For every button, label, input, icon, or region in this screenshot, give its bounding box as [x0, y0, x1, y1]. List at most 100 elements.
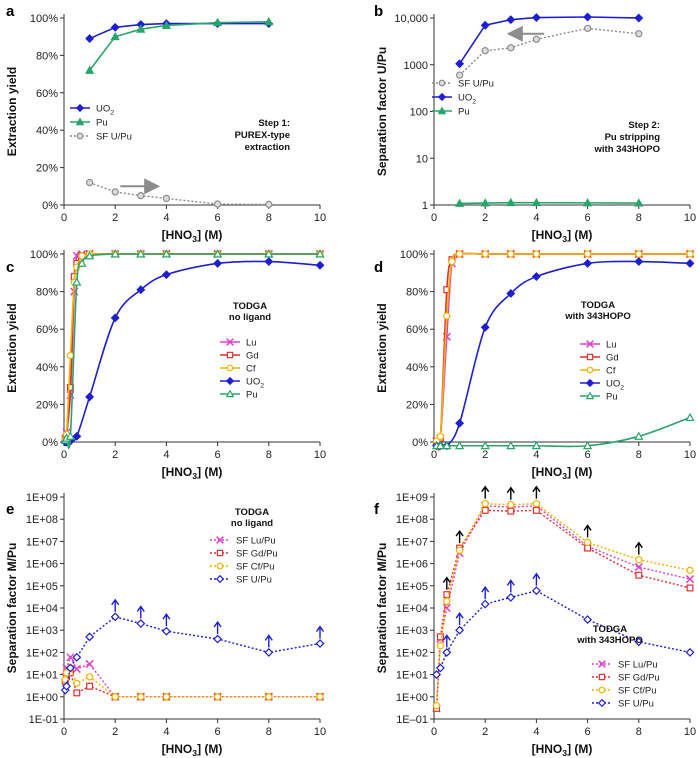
x-tick-label: 8 [266, 449, 272, 461]
x-axis-label: [HNO3] (M) [162, 742, 223, 758]
data-point [533, 273, 540, 280]
y-tick-label: 20% [36, 163, 58, 175]
x-axis-label: [HNO3] (M) [532, 228, 593, 244]
data-point [266, 201, 272, 207]
data-point [163, 628, 170, 635]
y-tick-label: 1E-01 [29, 714, 58, 726]
data-point [77, 119, 84, 125]
legend-label: SF Cf/Pu [618, 686, 657, 697]
y-tick-label: 10 [416, 153, 428, 165]
data-point [686, 649, 693, 656]
y-tick-label: 1E+05 [26, 581, 58, 593]
y-tick-label: 1 [422, 200, 428, 212]
data-point [217, 563, 223, 569]
data-point [227, 365, 233, 371]
data-point [163, 195, 169, 201]
data-point [437, 664, 444, 671]
data-point [635, 258, 642, 265]
y-tick-label: 0% [412, 437, 428, 449]
x-tick-label: 2 [112, 726, 118, 738]
y-tick-label: 20% [406, 399, 428, 411]
series-line-Gd [437, 254, 690, 451]
data-point [265, 649, 272, 656]
y-tick-label: 10,000 [394, 13, 428, 25]
legend-label: Gd [606, 353, 619, 364]
legend-label: UO2 [96, 104, 114, 117]
data-point [434, 703, 440, 709]
data-point [214, 260, 221, 267]
y-tick-label: 60% [36, 88, 58, 100]
legend-label: Lu [606, 340, 617, 351]
y-tick-label: 60% [406, 324, 428, 336]
data-point [457, 72, 463, 78]
data-point [533, 501, 539, 507]
y-tick-label: 1E–01 [396, 714, 428, 726]
data-point [533, 251, 539, 257]
panel-b: b0246810110100100010,000[HNO3] (M)Separa… [374, 3, 696, 244]
data-point [508, 45, 514, 51]
data-point [74, 690, 80, 696]
panel-c: c02468100%20%40%60%80%100%[HNO3] (M)Extr… [5, 249, 326, 481]
data-point [163, 694, 169, 700]
y-tick-label: 1E+02 [396, 647, 428, 659]
data-point [67, 352, 73, 358]
data-point [456, 420, 463, 427]
x-tick-label: 2 [112, 449, 118, 461]
x-tick-label: 4 [163, 449, 169, 461]
data-point [533, 14, 540, 21]
data-point [482, 501, 488, 507]
y-tick-label: 1E+08 [26, 514, 58, 526]
x-tick-label: 2 [482, 449, 488, 461]
x-tick-label: 10 [684, 449, 696, 461]
x-tick-label: 4 [533, 726, 539, 738]
series-line-SF Lu/Pu [65, 657, 320, 696]
data-point [508, 251, 514, 257]
data-point [86, 633, 93, 640]
data-point [584, 616, 591, 623]
y-axis-label: Extraction yield [375, 303, 389, 392]
legend-title: TODGA [233, 301, 267, 312]
data-point [636, 557, 642, 563]
data-point [687, 567, 693, 573]
y-tick-label: 80% [406, 287, 428, 299]
data-point [587, 393, 594, 399]
data-point [217, 576, 224, 583]
series-line-Cf [65, 254, 320, 442]
data-point [599, 674, 604, 679]
annotation-text: PUREX-type [235, 130, 290, 141]
data-point [636, 31, 642, 37]
data-point [507, 594, 514, 601]
y-tick-label: 1E+00 [396, 692, 428, 704]
y-tick-label: 20% [36, 399, 58, 411]
x-tick-label: 6 [585, 726, 591, 738]
data-point [687, 585, 693, 591]
y-tick-label: 1E+09 [396, 492, 428, 504]
data-point [87, 180, 93, 186]
data-point [138, 694, 144, 700]
legend-title: with 343HOPO [564, 311, 630, 322]
data-point [457, 547, 463, 553]
legend-title: TODGA [235, 507, 269, 518]
y-tick-label: 40% [406, 362, 428, 374]
data-point [457, 251, 463, 257]
data-point [317, 694, 323, 700]
data-point [584, 13, 591, 20]
data-point [112, 314, 119, 321]
data-point [585, 539, 591, 545]
panel-f: f02468101E–011E+001E+011E+021E+031E+041E… [374, 487, 696, 758]
x-tick-label: 0 [61, 726, 67, 738]
series-line-Lu [65, 253, 320, 439]
y-tick-label: 100 [410, 107, 428, 119]
legend-label: Pu [246, 390, 258, 401]
x-tick-label: 4 [533, 212, 539, 224]
x-tick-label: 0 [431, 449, 437, 461]
x-tick-label: 6 [215, 212, 221, 224]
y-axis-label: Extraction yield [5, 303, 19, 392]
y-tick-label: 1E+05 [396, 581, 428, 593]
data-point [587, 367, 593, 373]
y-axis-label: Extraction yield [5, 67, 19, 156]
legend-title: TODGA [581, 300, 615, 311]
data-point [449, 258, 455, 264]
data-point [482, 48, 488, 54]
y-tick-label: 1E+02 [26, 647, 58, 659]
